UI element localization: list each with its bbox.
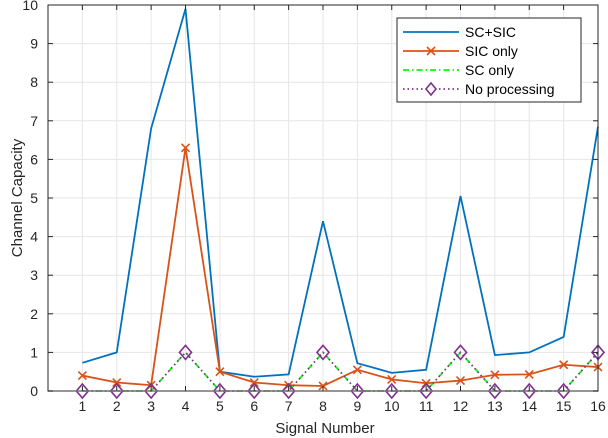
diamond-marker: [75, 382, 90, 400]
x-tick-label: 6: [250, 398, 258, 414]
y-tick-label: 10: [22, 0, 38, 13]
legend-label: SC only: [465, 62, 514, 78]
y-tick-label: 2: [30, 306, 38, 322]
legend-label: SC+SIC: [465, 24, 516, 40]
y-tick-label: 9: [30, 36, 38, 52]
x-marker: [524, 369, 534, 379]
series-line: [82, 8, 599, 378]
series-sc-sic: [82, 8, 599, 378]
legend-entry: SIC only: [403, 43, 518, 59]
x-tick-label: 1: [78, 398, 86, 414]
diamond-marker: [144, 382, 159, 400]
x-tick-label: 13: [487, 398, 503, 414]
legend-x-marker: [426, 46, 436, 56]
legend-label: No processing: [465, 81, 555, 97]
legend: SC+SIC SIC only SC only No processing: [396, 17, 582, 103]
x-marker: [77, 370, 87, 381]
x-marker: [455, 376, 466, 386]
x-marker: [318, 381, 328, 391]
diamond-marker: [247, 382, 262, 400]
x-tick-label: 8: [319, 398, 327, 414]
x-tick-label: 4: [182, 398, 190, 414]
diamond-marker: [487, 382, 502, 400]
y-tick-label: 6: [30, 151, 38, 167]
data-series: [75, 8, 606, 400]
diamond-marker: [419, 382, 434, 400]
legend-entry: SC+SIC: [403, 24, 516, 40]
x-tick-label: 12: [453, 398, 469, 414]
diamond-marker: [212, 382, 227, 400]
diamond-marker: [281, 382, 296, 400]
series-sc-only: [82, 351, 599, 392]
y-tick-label: 5: [30, 190, 38, 206]
series-line: [82, 351, 599, 392]
y-tick-label: 8: [30, 74, 38, 90]
y-tick-label: 7: [30, 113, 38, 129]
x-marker: [387, 374, 397, 384]
x-marker: [559, 360, 569, 370]
x-marker: [180, 143, 191, 153]
axes: [47, 4, 599, 392]
diamond-marker: [315, 344, 331, 361]
x-marker: [215, 367, 225, 377]
x-tick-label: 15: [556, 398, 572, 414]
diamond-marker: [109, 382, 124, 400]
y-tick-label: 3: [30, 267, 38, 283]
x-tick-label: 9: [353, 398, 361, 414]
x-tick-label: 16: [590, 398, 606, 414]
legend-entry: No processing: [403, 81, 555, 97]
diamond-marker: [350, 382, 365, 400]
x-tick-label: 2: [113, 398, 121, 414]
x-tick-label: 7: [285, 398, 293, 414]
series-no-processing: [75, 344, 606, 400]
legend-entry: SC only: [403, 62, 514, 78]
diamond-marker: [384, 382, 399, 400]
y-tick-label: 1: [30, 344, 38, 360]
x-tick-label: 11: [419, 398, 434, 414]
y-tick-label: 4: [30, 229, 38, 245]
legend-diamond-marker: [424, 81, 438, 97]
x-tick-label: 14: [521, 398, 537, 414]
x-tick-label: 5: [216, 398, 224, 414]
diamond-marker: [453, 344, 468, 361]
series-line: [82, 351, 599, 392]
x-axis-label: Signal Number: [275, 420, 374, 437]
legend-label: SIC only: [465, 43, 518, 59]
x-marker: [249, 377, 259, 388]
y-tick-label: 0: [30, 383, 38, 399]
diamond-marker: [522, 382, 537, 400]
series-line: [82, 147, 599, 387]
x-tick-label: 10: [384, 398, 400, 414]
diamond-marker: [178, 344, 193, 361]
y-axis-label: Channel Capacity: [9, 138, 26, 257]
x-marker: [112, 377, 122, 388]
x-marker: [490, 370, 500, 380]
x-marker: [352, 365, 362, 375]
x-tick-label: 3: [147, 398, 155, 414]
diamond-marker: [556, 382, 571, 400]
